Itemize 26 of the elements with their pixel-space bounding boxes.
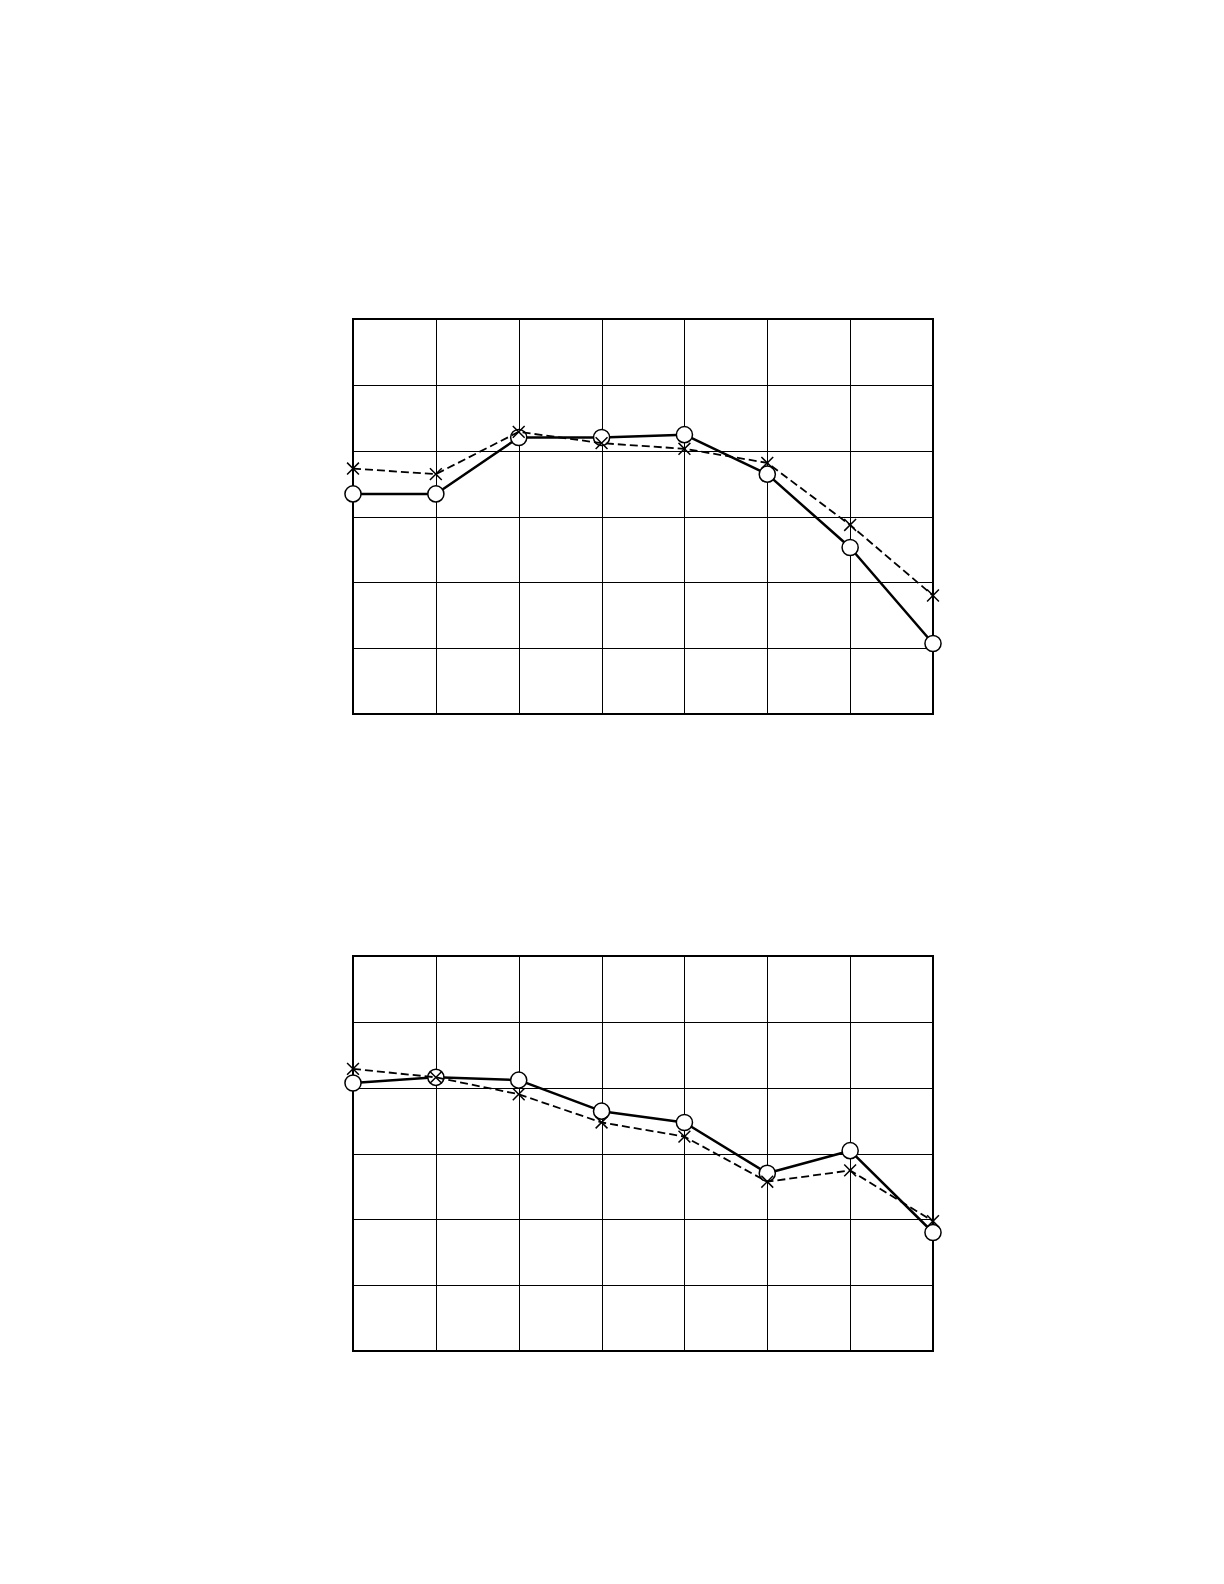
point <box>346 1062 360 1076</box>
point <box>841 1141 859 1160</box>
point <box>677 1129 692 1144</box>
point <box>429 467 443 481</box>
point <box>760 1175 774 1189</box>
point <box>675 425 694 444</box>
point <box>594 1115 609 1130</box>
point <box>675 1113 694 1132</box>
point <box>843 518 857 532</box>
point <box>344 485 362 503</box>
point <box>924 1223 942 1242</box>
point <box>926 588 940 603</box>
point <box>592 1102 611 1120</box>
point <box>594 436 609 450</box>
point <box>841 538 859 557</box>
point <box>344 1074 362 1092</box>
point <box>346 461 360 476</box>
point <box>924 634 942 653</box>
point <box>926 1214 940 1228</box>
point <box>677 442 692 456</box>
point <box>760 456 774 470</box>
point <box>512 1087 526 1101</box>
point <box>758 465 777 483</box>
point <box>509 1071 528 1089</box>
point <box>843 1163 857 1178</box>
point <box>427 485 445 503</box>
